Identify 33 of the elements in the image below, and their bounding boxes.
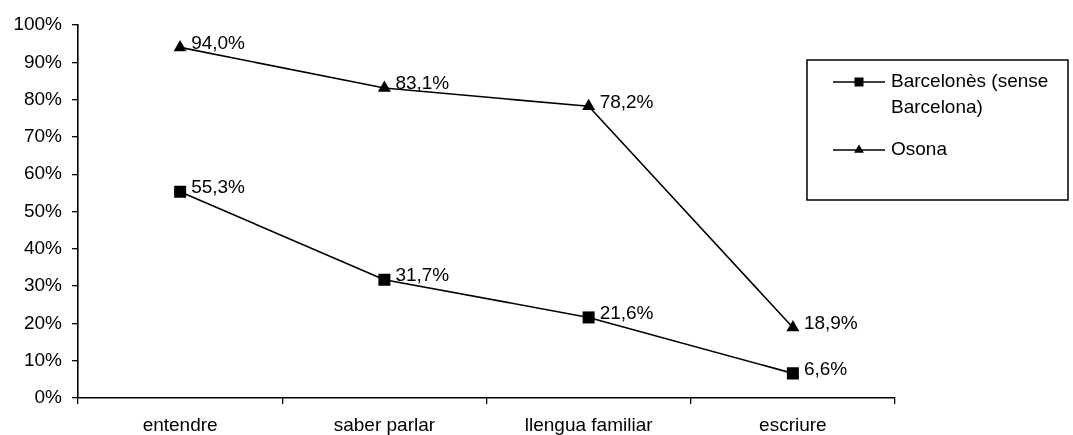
data-label: 94,0% — [191, 31, 246, 53]
x-tick-label: escriure — [759, 413, 827, 435]
data-label: 31,7% — [395, 263, 450, 285]
legend-label: Barcelonès (sense Barcelona) — [891, 70, 1049, 118]
data-label: 55,3% — [191, 175, 246, 197]
y-tick-label: 70% — [23, 125, 63, 147]
data-label: 78,2% — [599, 90, 654, 112]
x-tick-label: llengua familiar — [524, 413, 654, 435]
point — [786, 367, 799, 380]
point — [174, 185, 187, 198]
y-tick-label: 10% — [23, 348, 63, 370]
legend-label: Osona — [891, 138, 948, 160]
point — [173, 39, 187, 52]
y-tick-label: 100% — [13, 13, 63, 35]
y-tick-label: 30% — [23, 274, 63, 296]
data-label: 83,1% — [395, 72, 450, 94]
y-tick-label: 90% — [23, 50, 63, 72]
y-tick-label: 80% — [23, 87, 63, 109]
y-tick-label: 60% — [23, 162, 63, 184]
data-label: 18,9% — [803, 311, 858, 333]
point — [786, 320, 800, 332]
x-tick-label: entendre — [142, 413, 218, 435]
y-tick-label: 0% — [34, 386, 63, 408]
y-tick-label: 20% — [23, 311, 63, 333]
y-tick-label: 40% — [23, 237, 63, 259]
y-tick-label: 50% — [23, 199, 63, 221]
point — [377, 80, 391, 92]
point — [582, 311, 595, 324]
data-label: 6,6% — [803, 357, 848, 379]
point — [582, 98, 596, 111]
data-label: 21,6% — [599, 301, 654, 323]
x-tick-label: saber parlar — [333, 413, 436, 435]
point — [378, 273, 391, 286]
